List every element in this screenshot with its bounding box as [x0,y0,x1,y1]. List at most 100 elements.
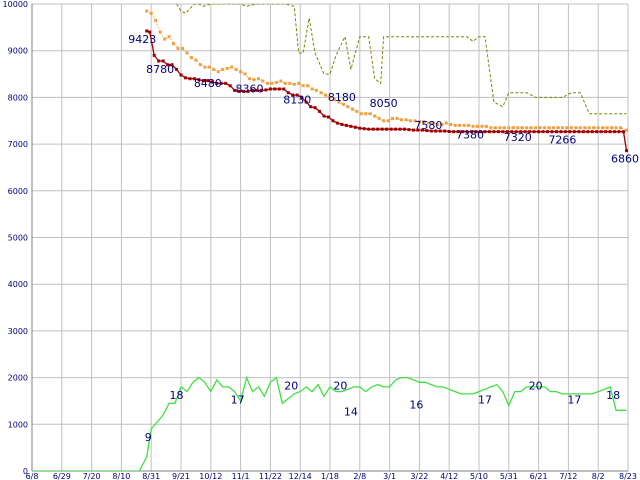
series-1-point [625,128,628,132]
series-0-point [470,130,474,134]
series-1-point [587,126,591,130]
series-1-point [525,126,529,130]
series-1-point [306,84,310,88]
series-1-point [556,126,560,130]
series-0-point [550,130,554,134]
series-1-point [324,93,328,97]
series-0-point [456,130,460,134]
series-0-point [501,130,505,134]
series-1-point [462,123,466,127]
series-1-point [520,126,524,130]
data-label: 6860 [611,153,639,166]
series-0-point [259,88,263,92]
series-0-point [604,130,608,134]
series-1-point [601,126,605,130]
series-0-point [242,89,246,93]
series-1-point [248,77,252,81]
series-1-point [167,35,171,39]
series-0-point [443,129,447,133]
series-1-point [332,98,336,102]
series-1-point [292,82,296,86]
series-1-point [395,116,399,120]
series-0-point [327,115,331,119]
series-0-point [192,77,196,81]
data-label: 9 [145,431,152,444]
series-0-point [188,77,192,81]
series-1-point [221,67,225,71]
series-1-point [467,123,471,127]
series-0-point [380,127,384,131]
series-1-point [413,119,417,123]
series-0-point [546,130,550,134]
series-0-point [371,127,375,131]
series-0-point [166,63,170,67]
series-0-point [322,114,326,118]
series-1-point [547,126,551,130]
y-tick-label: 10000 [3,0,28,9]
series-0-point [438,129,442,133]
series-1-point [453,123,457,127]
series-line-3 [32,375,627,471]
series-0-point [523,130,527,134]
series-0-point [559,130,563,134]
x-tick-label: 1/18 [321,472,339,480]
series-0-point [161,59,165,63]
series-1-point [225,66,229,70]
grid [32,3,629,471]
series-1-point [404,118,408,122]
series-1-point [180,46,184,50]
series-line-2 [176,4,627,115]
series-1-point [596,126,600,130]
series-1-point [511,126,515,130]
y-tick-label: 0 [23,467,28,476]
series-0-point [568,130,572,134]
data-label: 20 [333,380,347,393]
series-0-point [577,130,581,134]
series-0-point [510,130,514,134]
series-1-point [261,79,265,83]
series-1-point [368,112,372,116]
series-1-point [449,122,453,126]
series-1-point [256,77,260,81]
series-0-point [519,130,523,134]
series-1-point [274,80,278,84]
series-0-point [617,130,621,134]
y-tick-label: 4000 [8,280,28,289]
series-0-point [291,93,295,97]
series-1-point [154,18,158,22]
series-1-point [386,119,390,123]
series-1-point [560,126,564,130]
series-0-point [201,79,205,83]
data-label: 16 [409,398,423,411]
series-0-point [496,130,500,134]
data-label: 9423 [128,33,156,46]
x-tick-label: 7/12 [559,472,577,480]
series-1-point [592,126,596,130]
series-0-point [389,127,393,131]
series-1-point [297,81,301,85]
data-label: 8130 [283,93,311,106]
series-0-point [309,105,313,109]
series-1-point [337,100,341,104]
data-label: 20 [529,380,543,393]
x-tick-label: 7/20 [83,472,101,480]
series-1-point [516,126,520,130]
series-1-point [364,112,368,116]
series-0-point [206,79,210,83]
series-0-point [197,78,201,82]
series-1-point [359,112,363,116]
series-1-point [583,126,587,130]
series-1-point [172,42,176,46]
series-0-point [483,130,487,134]
series-0-point [145,29,149,33]
x-tick-label: 8/2 [592,472,605,480]
series-1-point [203,65,207,69]
series-1-point [341,102,345,106]
series-0-point [233,88,237,92]
series-0-point [344,123,348,127]
series-0-point [487,130,491,134]
series-1-point [377,116,381,120]
series-1-point [373,114,377,118]
series-0-point [300,95,304,99]
y-tick-label: 6000 [8,187,28,196]
